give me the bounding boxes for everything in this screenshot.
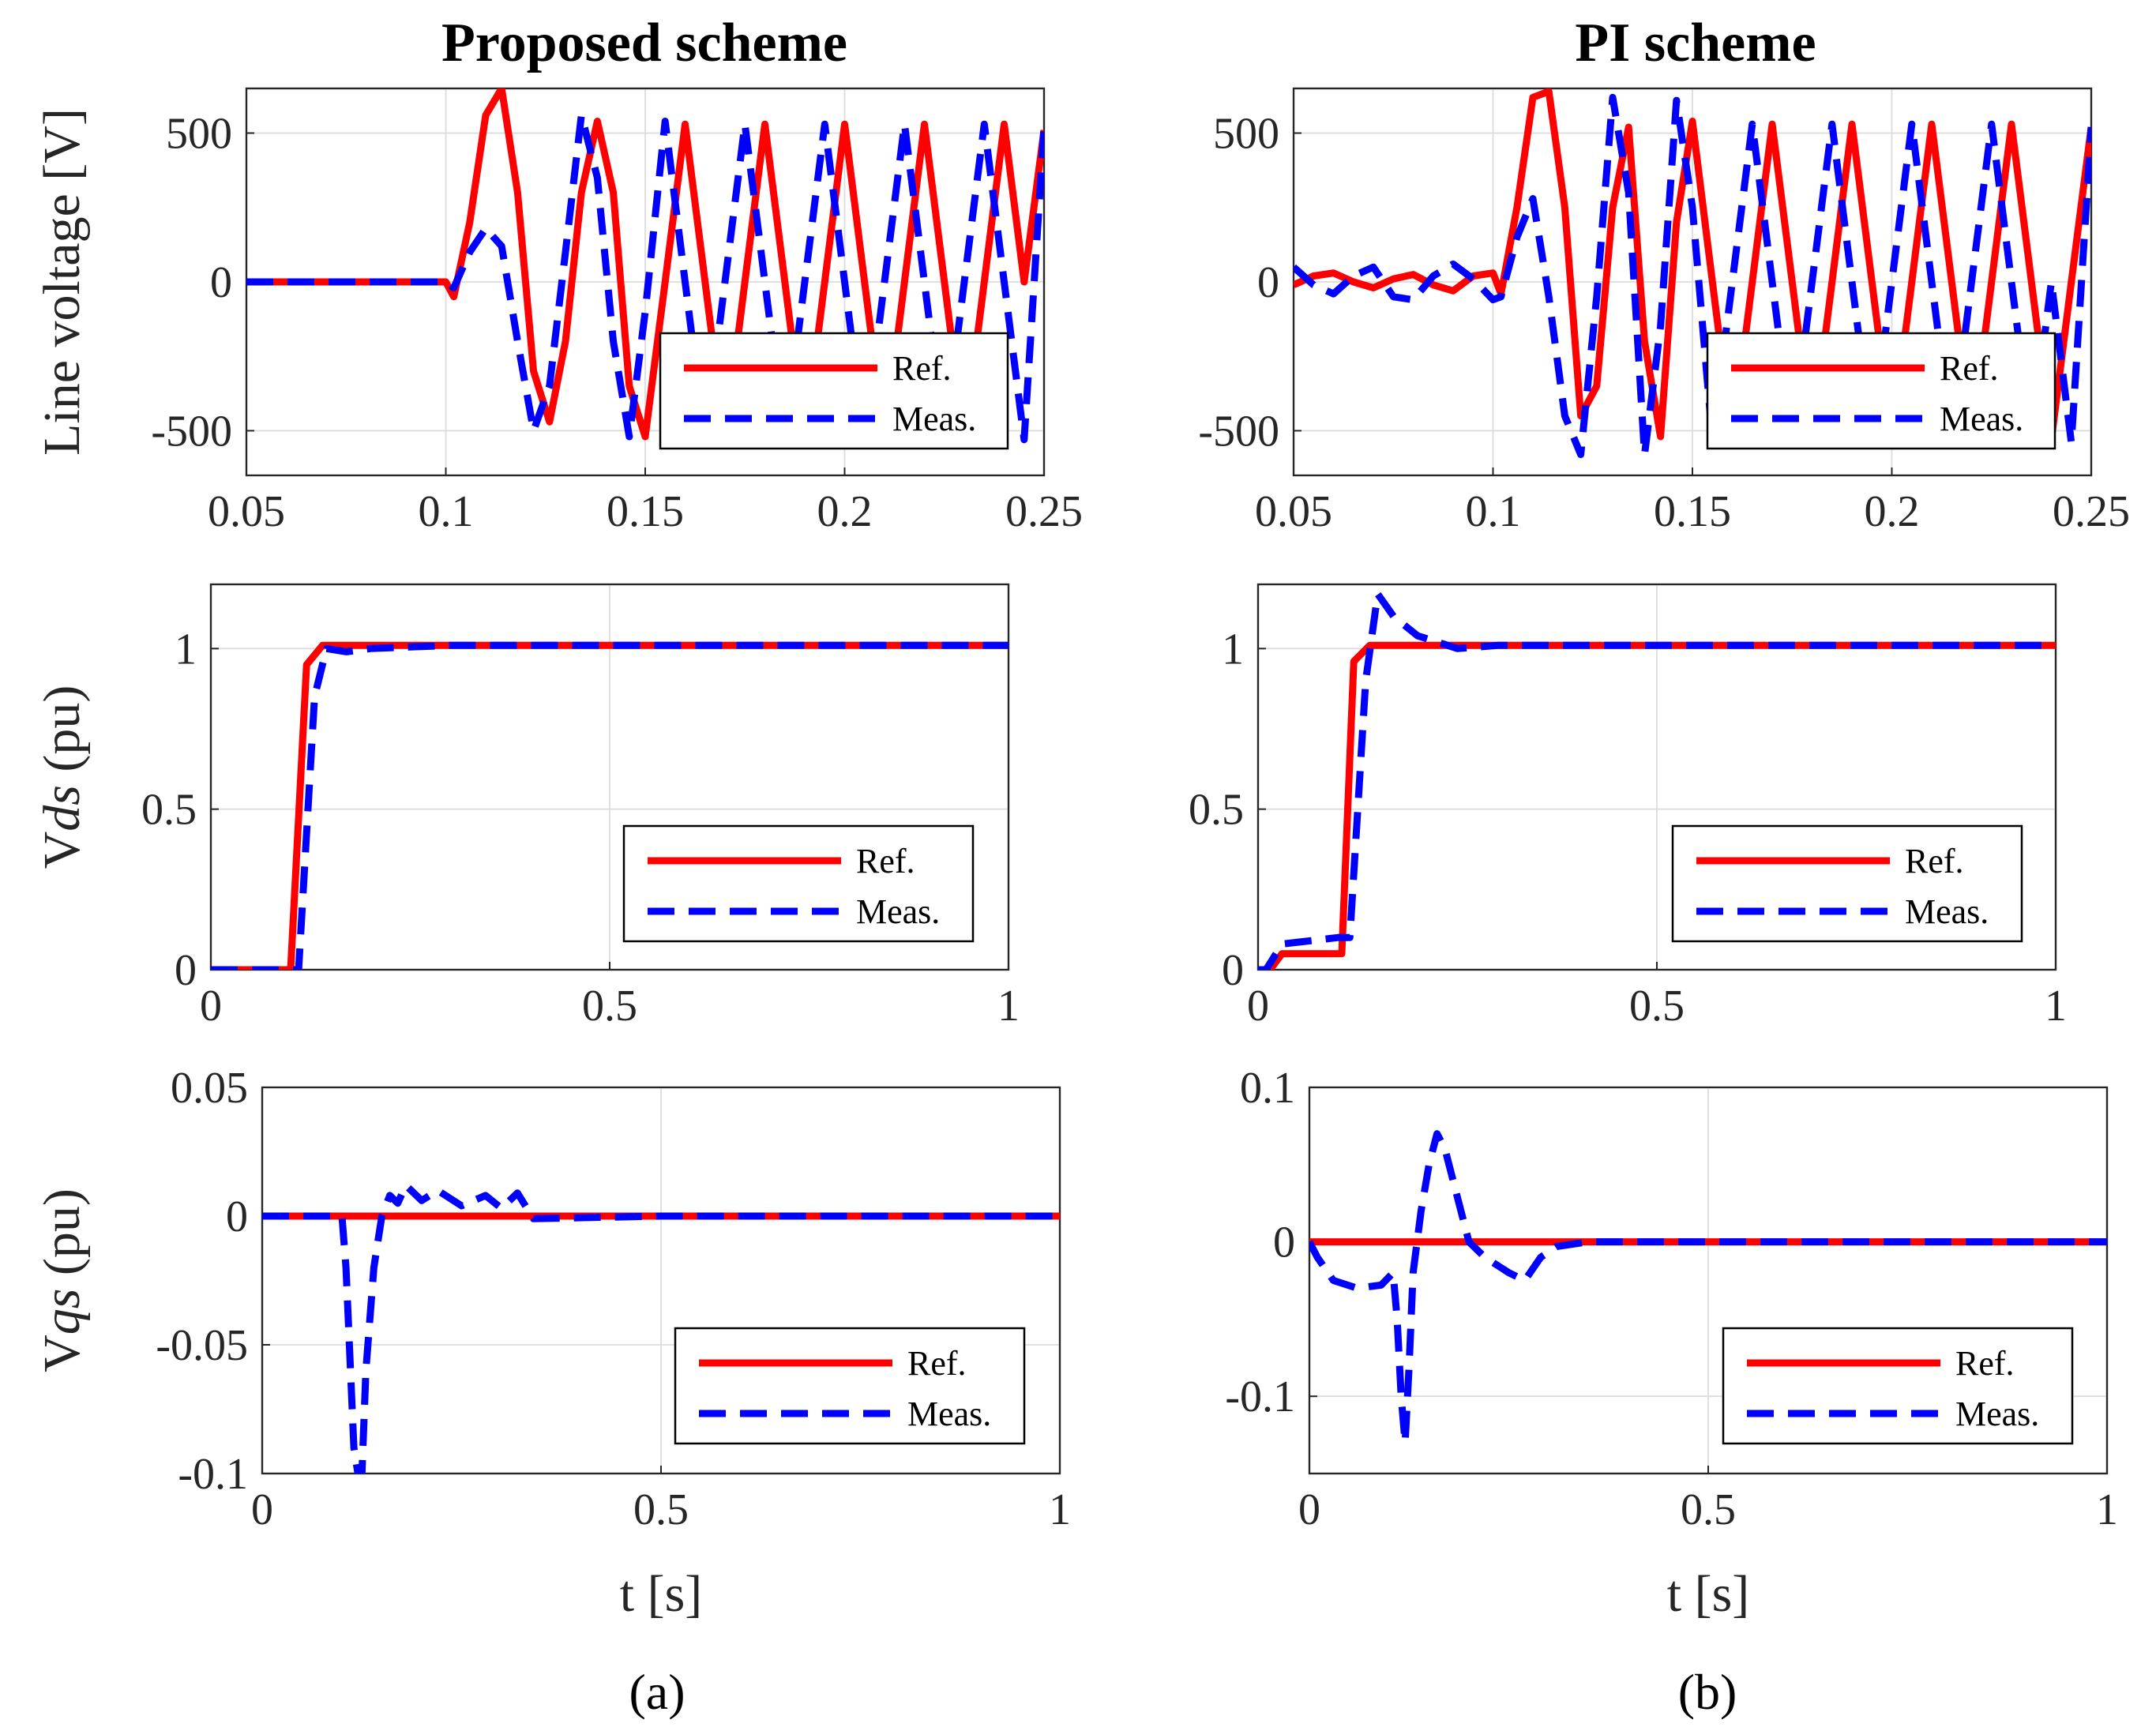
- subplot-3: 0 0.5 1 0 0.5 1 Vds (pu) Ref. Meas.: [33, 583, 1020, 1031]
- legend-box: [659, 332, 1009, 450]
- x-tick-label: 0.05: [1255, 487, 1332, 536]
- y-tick-label: 500: [1213, 110, 1279, 159]
- series-group: [262, 1181, 1060, 1474]
- x-tick-label: 1: [1049, 1485, 1071, 1534]
- legend-ref-label: Ref.: [1905, 842, 1964, 880]
- y-tick-label: -0.1: [178, 1450, 248, 1499]
- y-tick-label: -500: [151, 407, 232, 456]
- axes-border: [261, 1086, 1061, 1475]
- x-tick-label: 0.5: [1629, 982, 1685, 1031]
- y-tick-label: 1: [175, 625, 197, 674]
- series-meas-line: [1294, 93, 2091, 459]
- sublabel-b: (b): [1678, 1664, 1737, 1720]
- legend-ref-label: Ref.: [907, 1344, 967, 1383]
- title-right: PI scheme: [1575, 13, 1816, 73]
- title-left: Proposed scheme: [441, 13, 847, 73]
- subplot-5: 0 0.5 1 -0.1 -0.05 0 0.05 Vqs (pu) t [s] Ref. Meas…: [33, 1064, 1071, 1623]
- legend: Ref. Meas.: [1671, 824, 2023, 943]
- legend: Ref. Meas.: [659, 332, 1009, 450]
- y-axis-label: Line voltage [V]: [33, 108, 91, 456]
- legend-box: [1671, 824, 2023, 943]
- legend-meas-label: Meas.: [1955, 1395, 2039, 1433]
- x-tick-label: 1: [2096, 1485, 2118, 1534]
- x-tick-label: 0.05: [208, 487, 285, 536]
- subplot-4: 0 0.5 1 0 0.5 1 Ref. Meas.: [1189, 583, 2067, 1031]
- subplot-1: 0.05 0.1 0.15 0.2 0.25 -500 0 500 Line voltage […: [33, 87, 1083, 536]
- y-tick-label: 0: [175, 946, 197, 995]
- legend-ref-label: Ref.: [856, 842, 915, 880]
- x-tick-label: 0.15: [1654, 487, 1731, 536]
- x-tick-label: 1: [2045, 982, 2067, 1031]
- y-tick-label: 1: [1222, 625, 1244, 674]
- legend-box: [622, 824, 975, 943]
- axes-border: [1308, 1086, 2109, 1475]
- legend-box: [1706, 332, 2056, 450]
- series-group: [1258, 590, 2056, 970]
- x-tick-label: 0.2: [1865, 487, 1920, 536]
- y-tick-label: 0: [226, 1192, 248, 1241]
- y-axis-label: Vds (pu): [33, 685, 91, 869]
- legend: Ref. Meas.: [1706, 332, 2056, 450]
- legend-meas-label: Meas.: [1905, 892, 1989, 931]
- series-meas-line: [1258, 590, 2056, 970]
- y-tick-label: 0.5: [141, 786, 197, 835]
- series-meas-line: [262, 1181, 1060, 1474]
- y-tick-label: 500: [166, 110, 232, 159]
- y-tick-label: 0.1: [1240, 1064, 1295, 1113]
- legend: Ref. Meas.: [1722, 1327, 2074, 1445]
- legend: Ref. Meas.: [674, 1327, 1026, 1445]
- x-tick-label: 0.5: [1681, 1485, 1736, 1534]
- x-tick-label: 1: [997, 982, 1020, 1031]
- axes-border: [209, 583, 1010, 971]
- subplots: 0.05 0.1 0.15 0.2 0.25 -500 0 500 Line voltage […: [33, 87, 2130, 1623]
- x-tick-label: 0.15: [607, 487, 684, 536]
- x-tick-label: 0.2: [817, 487, 873, 536]
- x-axis-label: t [s]: [620, 1565, 702, 1623]
- series-group: [211, 641, 1009, 970]
- x-tick-label: 0.5: [633, 1485, 689, 1534]
- y-tick-label: 0: [1257, 258, 1279, 307]
- x-axis-label: t [s]: [1667, 1565, 1749, 1623]
- x-tick-label: 0.5: [582, 982, 637, 1031]
- legend-ref-label: Ref.: [1940, 349, 1999, 388]
- x-tick-label: 0: [251, 1485, 273, 1534]
- legend: Ref. Meas.: [622, 824, 975, 943]
- y-axis-label: Vqs (pu): [33, 1188, 91, 1372]
- legend-meas-label: Meas.: [856, 892, 940, 931]
- legend-box: [674, 1327, 1026, 1445]
- y-tick-label: 0: [1222, 946, 1244, 995]
- x-tick-label: 0: [1247, 982, 1269, 1031]
- y-tick-label: 0.05: [171, 1064, 248, 1113]
- series-group: [1309, 1130, 2107, 1447]
- axes-border: [1256, 583, 2057, 971]
- series-group: [1294, 88, 2091, 459]
- legend-meas-label: Meas.: [907, 1395, 991, 1433]
- y-tick-label: 0: [210, 258, 232, 307]
- subplot-6: 0 0.5 1 -0.1 0 0.1 t [s] Ref. Meas.: [1225, 1064, 2118, 1623]
- sublabel-a: (a): [629, 1664, 685, 1720]
- x-tick-label: 0: [200, 982, 222, 1031]
- legend-meas-label: Meas.: [1940, 400, 2023, 438]
- x-tick-label: 0: [1298, 1485, 1320, 1534]
- x-tick-label: 0.25: [1005, 487, 1083, 536]
- legend-ref-label: Ref.: [892, 349, 952, 388]
- legend-ref-label: Ref.: [1955, 1344, 2015, 1383]
- x-tick-label: 0.1: [419, 487, 474, 536]
- legend-meas-label: Meas.: [892, 400, 976, 438]
- y-tick-label: 0.5: [1189, 786, 1244, 835]
- series-ref-line: [246, 88, 1044, 444]
- y-tick-label: -0.05: [156, 1321, 248, 1370]
- x-tick-label: 0.25: [2053, 487, 2130, 536]
- series-meas-line: [211, 641, 1009, 970]
- legend-box: [1722, 1327, 2074, 1445]
- subplot-2: 0.05 0.1 0.15 0.2 0.25 -500 0 500 Ref. Meas.: [1198, 87, 2130, 536]
- x-tick-label: 0.1: [1466, 487, 1521, 536]
- series-ref-line: [1294, 88, 2091, 444]
- series-meas-line: [1309, 1130, 2107, 1447]
- y-tick-label: 0: [1273, 1218, 1295, 1267]
- y-tick-label: -0.1: [1225, 1372, 1295, 1421]
- y-tick-label: -500: [1198, 407, 1279, 456]
